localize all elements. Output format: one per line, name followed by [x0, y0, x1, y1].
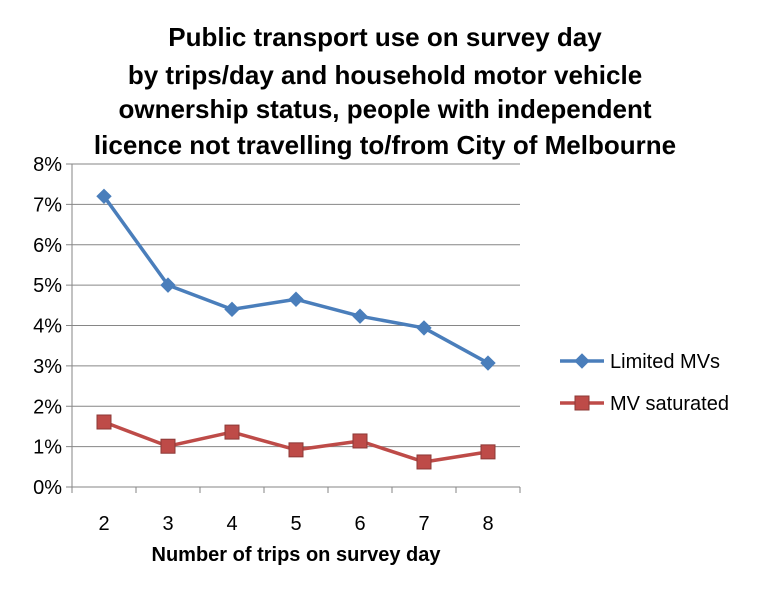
gridlines: [72, 163, 520, 448]
legend-label: Limited MVs: [610, 351, 720, 373]
y-tick-label: 7%: [33, 194, 62, 216]
legend-label: MV saturated: [610, 393, 729, 415]
data-point-square: [574, 395, 590, 411]
chart-title-line: licence not travelling to/from City of M…: [94, 130, 676, 160]
data-point-diamond: [224, 301, 240, 318]
y-tick-label: 1%: [33, 437, 62, 459]
y-tick-label: 8%: [33, 154, 62, 176]
legend-item: MV saturated: [560, 393, 729, 415]
x-tick-label: 5: [290, 513, 301, 535]
x-tick-label: 8: [482, 513, 493, 535]
legend-item: Limited MVs: [560, 351, 720, 373]
series-limited-mvs: [96, 188, 496, 371]
data-point-square: [224, 424, 240, 440]
y-tick-label: 6%: [33, 235, 62, 257]
chart-title: Public transport use on survey day by tr…: [94, 22, 676, 160]
axes: 0% 1% 2% 3% 4% 5% 6% 7% 8% 2 3 4 5 6 7 8: [33, 154, 521, 535]
chart-title-line: Public transport use on survey day: [168, 22, 602, 52]
y-tick-label: 3%: [33, 356, 62, 378]
y-tick-label: 5%: [33, 275, 62, 297]
data-point-diamond: [416, 320, 432, 336]
chart-title-line: by trips/day and household motor vehicle: [128, 60, 642, 90]
y-tick-label: 2%: [33, 396, 62, 418]
data-point-square: [288, 442, 304, 458]
x-tick-label: 2: [98, 513, 109, 535]
data-point-diamond: [352, 308, 368, 324]
x-tick-label: 7: [418, 513, 429, 535]
data-point-square: [480, 444, 496, 460]
series-line: [102, 195, 489, 365]
x-axis-label: Number of trips on survey day: [152, 544, 442, 566]
data-point-diamond: [96, 188, 112, 205]
data-point-square: [352, 433, 368, 449]
y-tick-label: 0%: [33, 477, 62, 499]
data-point-diamond: [288, 291, 304, 307]
data-point-square: [160, 438, 176, 454]
data-point-diamond: [574, 353, 590, 369]
data-point-square: [96, 414, 112, 430]
data-point-diamond: [160, 277, 176, 293]
x-tick-label: 4: [226, 513, 237, 535]
series-group: [96, 188, 496, 470]
series-mv-saturated: [96, 414, 496, 470]
legend: Limited MVs MV saturated: [560, 351, 729, 415]
data-point-diamond: [480, 355, 496, 371]
chart-title-line: ownership status, people with independen…: [118, 94, 651, 124]
x-tick-label: 6: [354, 513, 365, 535]
x-tick-label: 3: [162, 513, 173, 535]
y-tick-label: 4%: [33, 316, 62, 338]
data-point-square: [416, 454, 432, 470]
